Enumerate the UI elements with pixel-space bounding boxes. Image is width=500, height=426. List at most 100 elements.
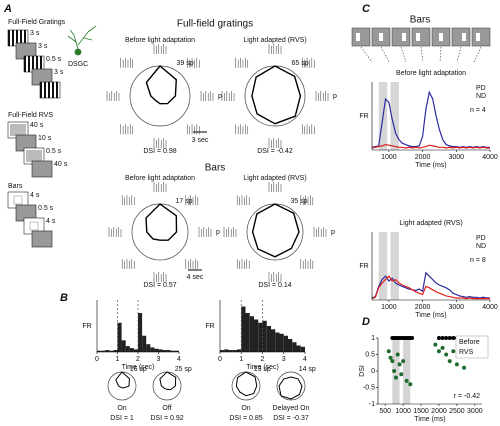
hist-bar	[121, 340, 126, 352]
y-axis-label: DSI	[359, 365, 366, 377]
condition-title: Before light adaptation	[125, 37, 195, 44]
x-tick-label: 3000	[467, 408, 483, 415]
hist-bar	[97, 350, 102, 352]
annotation: n = 4	[470, 107, 486, 114]
section-title: Full-field gratings	[177, 19, 253, 30]
scatter-point	[440, 336, 445, 340]
scatter-point	[390, 359, 395, 364]
hist-bar	[174, 350, 179, 352]
x-tick-label: 2000	[431, 408, 447, 415]
scatter-point	[404, 378, 409, 383]
grating-stripe	[48, 82, 50, 98]
hist-bar	[101, 350, 106, 352]
stim-arrow	[473, 46, 482, 63]
stim-duration: 10 s	[38, 135, 52, 142]
grating-stripe	[56, 82, 58, 98]
pref-label: p	[218, 93, 222, 100]
hist-bar	[105, 350, 110, 352]
hist-bar	[228, 350, 233, 352]
hist-bar	[275, 332, 280, 352]
psth-line	[371, 271, 490, 299]
scale-label: 39 sp	[177, 60, 194, 67]
legend-entry: PD	[476, 235, 486, 242]
stim-frame	[451, 27, 471, 47]
x-axis-label: Time (ms)	[415, 312, 446, 319]
dsi-label: DSI = 0.92	[150, 415, 183, 422]
scatter-point	[451, 349, 456, 354]
hist-bar	[262, 320, 267, 352]
y-axis-label: FR	[82, 323, 91, 330]
hist-bar	[254, 319, 259, 352]
scatter-point	[436, 349, 441, 354]
hist-bar	[150, 347, 155, 352]
hist-bar	[296, 345, 301, 352]
y-tick-label: 1	[371, 335, 375, 342]
scatter-point	[393, 375, 398, 380]
stim-window	[403, 338, 411, 404]
hist-bar	[249, 316, 254, 352]
scatter-point	[433, 342, 438, 347]
hist-bar	[283, 335, 288, 352]
condition-label: On	[117, 405, 126, 412]
polar-ring	[246, 203, 304, 261]
hist-bar	[158, 349, 163, 352]
hist-bar	[245, 313, 250, 352]
scatter-point	[440, 345, 445, 350]
legend-box	[455, 335, 489, 359]
bar-stim	[402, 33, 406, 41]
x-tick-label: 2000	[415, 304, 431, 311]
x-axis-label: Time (ms)	[414, 416, 445, 423]
grating-stripe	[44, 82, 46, 98]
tuning-curve	[235, 371, 258, 397]
scatter-point	[395, 352, 400, 357]
scale-label: 3 sec	[192, 137, 209, 144]
scatter-point	[444, 352, 449, 357]
x-tick-label: 4000	[482, 154, 498, 161]
bar-stim	[476, 33, 480, 41]
polar-ring	[131, 203, 189, 261]
legend-entry: ND	[476, 93, 486, 100]
x-axis-label: Time (sec)	[246, 364, 279, 371]
stim-duration: 0.5 s	[38, 205, 54, 212]
scatter-point	[436, 336, 441, 340]
x-tick-label: 1000	[381, 304, 397, 311]
grating-stripe	[40, 56, 42, 72]
x-tick-label: 2000	[415, 154, 431, 161]
tuning-curve	[115, 371, 130, 389]
x-tick-label: 0	[218, 356, 222, 363]
stim-arrow	[439, 46, 442, 63]
scatter-point	[388, 355, 393, 360]
x-tick-label: 1500	[413, 408, 429, 415]
y-axis-label: FR	[359, 113, 368, 120]
stim-duration: 3 s	[38, 43, 48, 50]
psth-line	[371, 143, 490, 149]
scale-label: 35 sp	[290, 198, 307, 205]
x-tick-label: 1	[239, 356, 243, 363]
section-title: Bars	[410, 15, 431, 26]
rvs-frame	[26, 150, 42, 162]
y-axis-label: FR	[359, 263, 368, 270]
hist-bar	[133, 349, 138, 352]
grating-stripe	[24, 56, 26, 72]
hist-bar	[138, 313, 143, 352]
pref-label: p	[331, 229, 335, 236]
tuning-curve	[251, 65, 302, 125]
grating-stripe	[28, 56, 30, 72]
psth-line	[371, 275, 490, 300]
dsi-label: DSI = 0.14	[258, 282, 291, 289]
tuning-curve	[145, 203, 178, 241]
scale-label: 25 sp	[175, 366, 192, 373]
tuning-curve	[145, 65, 178, 105]
dsi-label: DSI = 1	[110, 415, 134, 422]
bar-stim	[29, 221, 39, 231]
grating-stripe	[8, 30, 10, 46]
x-tick-label: 3000	[448, 154, 464, 161]
stim-duration: 0.5 s	[46, 148, 62, 155]
panel-label: D	[362, 316, 370, 328]
stim-duration: 3 s	[54, 69, 64, 76]
stim-duration: 3 s	[30, 30, 40, 37]
x-tick-label: 3	[282, 356, 286, 363]
grating-stripe	[40, 82, 42, 98]
dsi-label: DSI = 0.85	[229, 415, 262, 422]
